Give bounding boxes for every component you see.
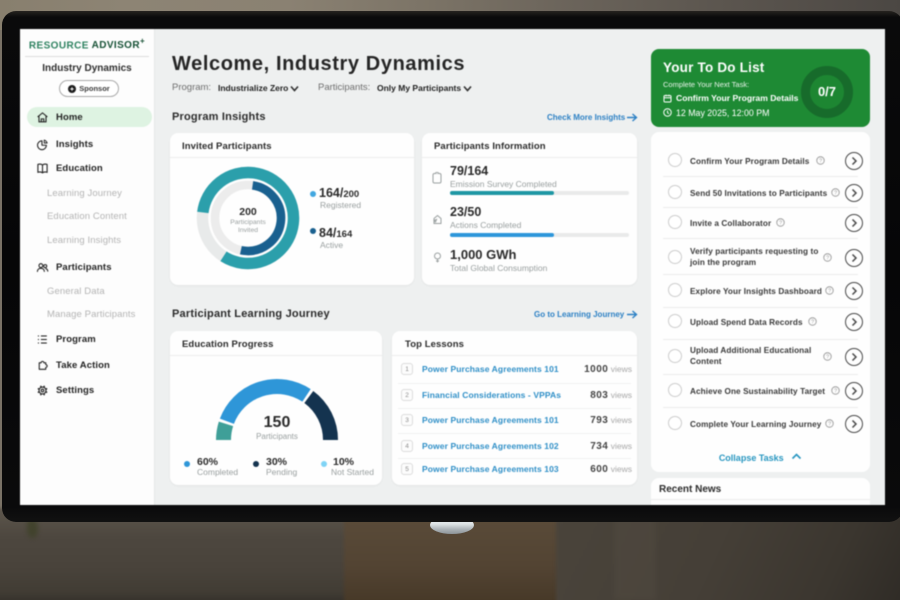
svg-text:?: ? [826,255,829,261]
svg-text:?: ? [834,190,837,196]
svg-text:?: ? [811,319,814,325]
svg-text:?: ? [828,288,831,294]
svg-text:?: ? [779,220,782,226]
svg-text:?: ? [828,421,831,427]
svg-text:?: ? [826,354,829,360]
svg-text:?: ? [834,388,837,394]
svg-text:?: ? [819,158,822,164]
